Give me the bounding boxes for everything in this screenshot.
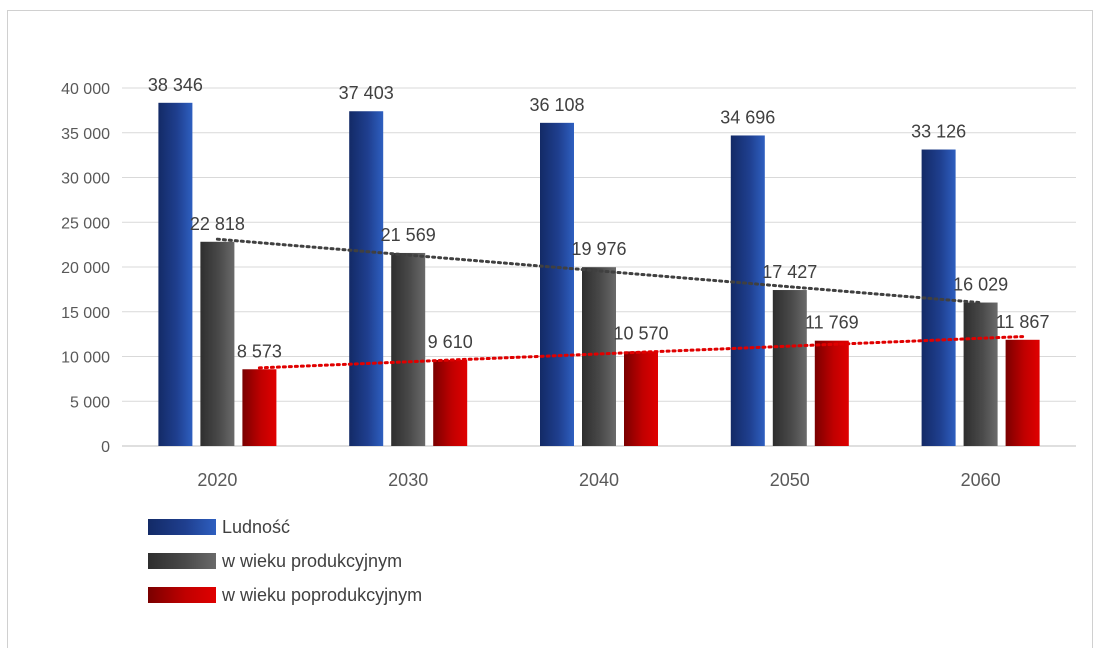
trendlines bbox=[215, 237, 1025, 370]
data-label: 11 867 bbox=[996, 312, 1050, 332]
x-tick-label: 2040 bbox=[579, 470, 619, 490]
bar-ludnosc bbox=[730, 135, 765, 446]
data-label: 11 769 bbox=[805, 313, 859, 333]
y-tick-label: 5 000 bbox=[70, 394, 110, 411]
legend-label: w wieku poprodukcyjnym bbox=[221, 585, 422, 605]
bar-produkcyjny bbox=[772, 290, 807, 446]
x-tick-label: 2020 bbox=[197, 470, 237, 490]
data-label: 37 403 bbox=[339, 83, 394, 103]
data-label: 19 976 bbox=[571, 239, 626, 259]
bar-ludnosc bbox=[540, 122, 574, 446]
data-label: 36 108 bbox=[529, 95, 584, 115]
y-tick-label: 30 000 bbox=[61, 171, 110, 188]
data-label: 34 696 bbox=[720, 107, 775, 127]
data-labels: 38 346 22 818 8 573 37 403 21 569 9 610 36 108… bbox=[148, 75, 1050, 361]
trendline-poprodukcyjny bbox=[257, 335, 1025, 370]
data-label: 22 818 bbox=[190, 214, 245, 234]
trendline-produkcyjny bbox=[215, 237, 983, 305]
bar-poprodukcyjny bbox=[433, 359, 468, 446]
x-tick-label: 2050 bbox=[770, 470, 810, 490]
legend-swatch bbox=[148, 587, 216, 603]
bar-ludnosc bbox=[921, 149, 956, 447]
y-tick-label: 25 000 bbox=[61, 215, 110, 232]
x-axis-ticks: 2020 2030 2040 2050 2060 bbox=[197, 470, 1000, 490]
bar-produkcyjny bbox=[391, 252, 426, 446]
data-label: 10 570 bbox=[613, 323, 668, 343]
bar-produkcyjny bbox=[200, 241, 235, 446]
bar-poprodukcyjny bbox=[1005, 339, 1040, 446]
y-tick-label: 0 bbox=[101, 439, 110, 456]
data-label: 33 126 bbox=[911, 122, 966, 142]
data-label: 17 427 bbox=[762, 262, 817, 282]
bars bbox=[158, 102, 1040, 447]
bar-ludnosc bbox=[349, 111, 384, 446]
y-tick-label: 35 000 bbox=[61, 126, 110, 143]
data-label: 9 610 bbox=[428, 332, 473, 352]
y-tick-label: 15 000 bbox=[61, 305, 110, 322]
bar-poprodukcyjny bbox=[242, 369, 277, 446]
y-tick-label: 40 000 bbox=[61, 81, 110, 98]
y-axis-ticks: 0 5 000 10 000 15 000 20 000 25 000 30 000 35 0… bbox=[61, 81, 110, 456]
legend-label: w wieku produkcyjnym bbox=[221, 551, 402, 571]
legend-swatch bbox=[148, 553, 216, 569]
y-tick-label: 10 000 bbox=[61, 350, 110, 367]
data-label: 38 346 bbox=[148, 75, 203, 95]
bar-ludnosc bbox=[158, 102, 193, 447]
bar-poprodukcyjny bbox=[814, 340, 849, 446]
x-tick-label: 2060 bbox=[961, 470, 1001, 490]
data-label: 8 573 bbox=[237, 341, 282, 361]
legend-label: Ludność bbox=[222, 517, 290, 537]
data-label: 16 029 bbox=[953, 275, 1008, 295]
bar-produkcyjny bbox=[963, 302, 998, 446]
y-tick-label: 20 000 bbox=[61, 260, 110, 277]
legend: Ludność w wieku produkcyjnym w wieku popro… bbox=[148, 517, 422, 605]
legend-swatch bbox=[148, 519, 216, 535]
x-tick-label: 2030 bbox=[388, 470, 428, 490]
bar-poprodukcyjny bbox=[624, 351, 658, 446]
bar-produkcyjny bbox=[582, 267, 616, 446]
data-label: 21 569 bbox=[381, 225, 436, 245]
